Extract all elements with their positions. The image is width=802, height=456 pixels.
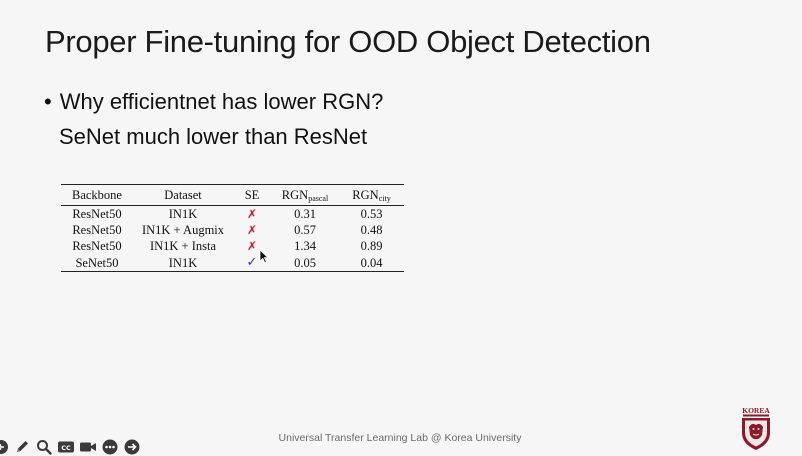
header-rgn-pascal: RGNpascal — [271, 185, 339, 206]
cell-dataset: IN1K — [168, 207, 198, 221]
cell-rgn-pascal: 0.31 — [294, 207, 316, 221]
cell-rgn-city: 0.48 — [360, 223, 383, 237]
bullet-dot: • — [44, 89, 52, 114]
cell-rgn-city: 0.53 — [360, 207, 383, 221]
logo-wordmark: KOREA — [742, 406, 770, 415]
cell-rgn-pascal: 0.05 — [294, 255, 316, 270]
mouse-cursor-icon — [259, 249, 269, 264]
header-rgn-pascal-base: RGN — [281, 188, 309, 202]
svg-text:CC: CC — [61, 444, 71, 452]
footer: Universal Transfer Learning Lab @ Korea … — [0, 432, 802, 444]
table-header-row: Backbone Dataset SE RGNpascal RGNcity — [61, 184, 404, 206]
next-slide-icon — [124, 439, 140, 455]
presentation-toolbar: CC — [0, 438, 141, 456]
cell-rgn-city: 0.04 — [360, 255, 383, 270]
header-rgn-city: RGNcity — [339, 185, 404, 206]
cell-rgn-city: 0.89 — [360, 239, 383, 253]
cell-se: ✓ — [233, 254, 271, 272]
cell-dataset: IN1K + Augmix — [141, 223, 225, 237]
footer-text: Universal Transfer Learning Lab @ Korea … — [278, 432, 522, 444]
cell-dataset: IN1K + Insta — [149, 239, 217, 253]
cell-se: ✗ — [233, 238, 271, 254]
results-table: Backbone Dataset SE RGNpascal RGNcity Re… — [61, 184, 404, 272]
captions-button[interactable]: CC — [57, 438, 75, 456]
pen-button[interactable] — [13, 438, 31, 456]
cell-backbone: ResNet50 — [72, 223, 122, 237]
cross-icon: ✗ — [246, 223, 258, 237]
table-row: ResNet50 IN1K + Insta ✗ 1.34 0.89 — [61, 238, 404, 254]
table-row: ResNet50 IN1K ✗ 0.31 0.53 — [61, 206, 404, 223]
camera-button[interactable] — [79, 438, 97, 456]
header-backbone: Backbone — [72, 188, 122, 202]
header-se: SE — [244, 188, 260, 202]
table-row: ResNet50 IN1K + Augmix ✗ 0.57 0.48 — [61, 222, 404, 238]
header-rgn-city-base: RGN — [352, 188, 379, 202]
next-slide-button[interactable] — [123, 438, 141, 456]
more-options-button[interactable] — [101, 438, 119, 456]
header-dataset: Dataset — [164, 188, 202, 202]
cell-backbone: SeNet50 — [75, 255, 119, 270]
zoom-icon — [37, 440, 52, 455]
korea-university-logo: KOREA — [742, 406, 770, 450]
previous-slide-icon — [0, 440, 8, 454]
slide-title: Proper Fine-tuning for OOD Object Detect… — [45, 24, 651, 59]
cross-icon: ✗ — [246, 207, 258, 221]
zoom-button[interactable] — [35, 438, 53, 456]
cell-se: ✗ — [233, 222, 271, 238]
cell-backbone: ResNet50 — [72, 239, 122, 253]
check-icon: ✓ — [246, 255, 258, 270]
table-row: SeNet50 IN1K ✓ 0.05 0.04 — [61, 254, 404, 272]
more-icon — [102, 439, 118, 455]
bullet-text: Why efficientnet has lower RGN? — [59, 89, 384, 114]
cell-se: ✗ — [233, 206, 271, 223]
sub-text: SeNet much lower than ResNet — [59, 124, 368, 149]
header-rgn-city-sub: city — [378, 194, 391, 203]
cell-rgn-pascal: 0.57 — [294, 223, 316, 237]
header-rgn-pascal-sub: pascal — [308, 194, 329, 203]
cell-rgn-pascal: 1.34 — [294, 239, 316, 253]
pen-icon — [17, 441, 28, 452]
bullet-item: • Why efficientnet has lower RGN? — [44, 89, 383, 115]
camera-icon — [80, 442, 96, 452]
cross-icon: ✗ — [246, 239, 258, 253]
previous-slide-button[interactable] — [0, 438, 9, 456]
cell-dataset: IN1K — [168, 255, 198, 270]
captions-icon: CC — [58, 441, 74, 453]
cell-backbone: ResNet50 — [72, 207, 122, 221]
